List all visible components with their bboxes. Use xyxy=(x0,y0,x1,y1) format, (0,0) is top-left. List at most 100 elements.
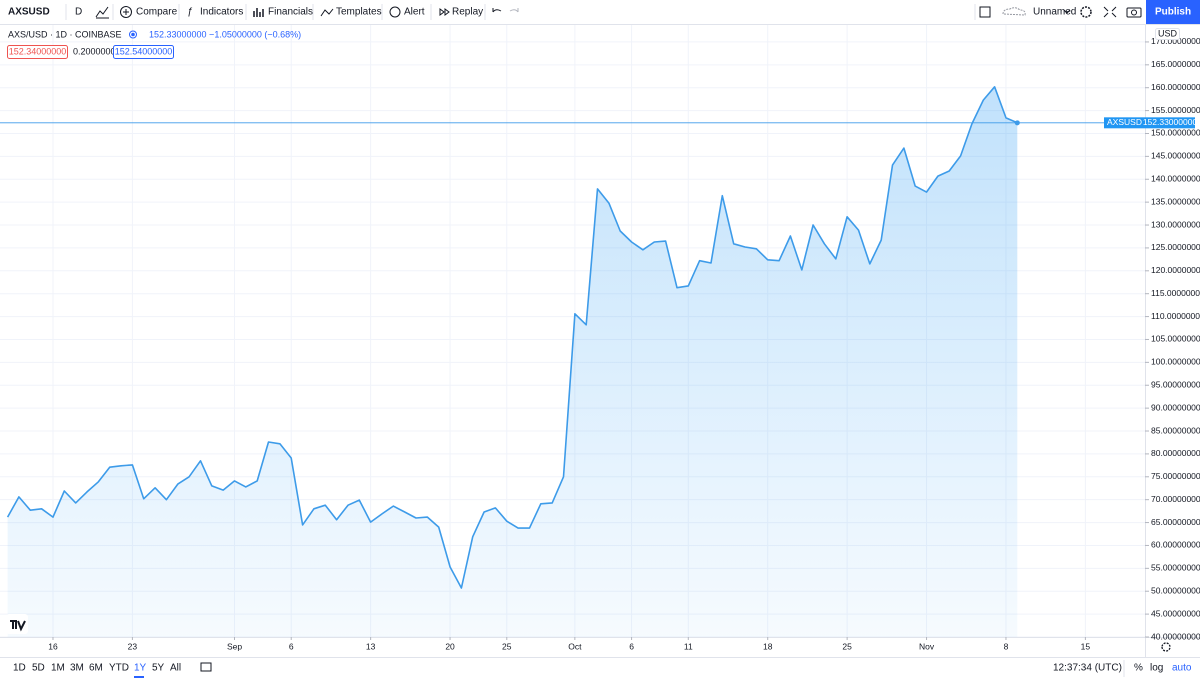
toolbar-button[interactable]: Templates xyxy=(336,7,382,18)
publish-label[interactable]: Publish xyxy=(1155,7,1191,18)
y-tick-label: 90.00000000 xyxy=(1151,402,1200,412)
bottom-bar: 12:37:34 (UTC) 1D 5D 1M 3M 6M YTD 1Y 5Y All% log a… xyxy=(13,660,1192,678)
y-tick-label: 170.00000000 xyxy=(1151,36,1200,46)
snapshot-lens xyxy=(1131,9,1137,16)
redo[interactable] xyxy=(509,8,519,13)
symbol-tag-label: AXSUSD xyxy=(1107,117,1142,127)
y-tick-label: 165.00000000 xyxy=(1151,59,1200,69)
select-icon[interactable] xyxy=(979,6,991,18)
cloud-icon xyxy=(1002,7,1026,16)
symbol-tag xyxy=(1104,117,1145,129)
scale-option[interactable]: auto xyxy=(1172,663,1192,674)
ask: 152.54000000 xyxy=(115,46,173,56)
x-tick-label: Nov xyxy=(919,641,935,651)
replay-icon[interactable] xyxy=(439,8,450,16)
range-button[interactable]: 3M xyxy=(70,663,84,674)
compare-icon[interactable] xyxy=(120,6,132,18)
range-button[interactable]: 1M xyxy=(51,663,65,674)
compare-icon-plus xyxy=(123,9,129,15)
x-tick-label: 20 xyxy=(445,641,455,651)
y-tick-label: 155.00000000 xyxy=(1151,105,1200,115)
range-button[interactable]: YTD xyxy=(109,663,129,674)
toolbar-button[interactable]: Indicators xyxy=(200,7,243,18)
y-tick-label: 55.00000000 xyxy=(1151,563,1200,573)
chart-style-icon[interactable] xyxy=(95,6,109,19)
y-tick-label: 85.00000000 xyxy=(1151,425,1200,435)
templates-icon[interactable] xyxy=(320,8,334,17)
x-tick-label: 23 xyxy=(128,641,138,651)
logo xyxy=(6,614,28,634)
y-tick-label: 150.00000000 xyxy=(1151,128,1200,138)
fullscreen-icon[interactable] xyxy=(1103,6,1117,18)
bid: 152.34000000 xyxy=(9,46,67,56)
interval[interactable]: D xyxy=(75,7,82,18)
date-range-icon[interactable] xyxy=(200,662,212,672)
clock: 12:37:34 (UTC) xyxy=(1053,663,1122,674)
y-tick-label: 75.00000000 xyxy=(1151,471,1200,481)
x-tick-label: 11 xyxy=(684,641,693,651)
legend-title: AXS/USD · 1D · COINBASE xyxy=(8,29,122,39)
layout-name[interactable]: Unnamed xyxy=(1033,7,1076,18)
y-tick-label: 95.00000000 xyxy=(1151,379,1200,389)
undo[interactable] xyxy=(492,8,502,13)
alert-icon[interactable] xyxy=(389,6,401,18)
range-button[interactable]: 6M xyxy=(89,663,103,674)
price-tag xyxy=(1145,117,1195,129)
y-tick-label: 125.00000000 xyxy=(1151,242,1200,252)
axis-settings[interactable] xyxy=(1161,642,1171,652)
toolbar-button[interactable]: Financials xyxy=(268,7,313,18)
y-tick-label: 120.00000000 xyxy=(1151,265,1200,275)
x-tick-label: 6 xyxy=(629,641,634,651)
y-tick-label: 130.00000000 xyxy=(1151,219,1200,229)
logo-mark xyxy=(10,620,26,632)
currency[interactable]: USD xyxy=(1158,28,1178,38)
indicators-icon[interactable]: ƒ xyxy=(187,7,193,18)
bid-box xyxy=(7,45,68,59)
y-tick-label: 140.00000000 xyxy=(1151,174,1200,184)
snapshot-icon[interactable] xyxy=(1126,7,1142,18)
y-tick-label: 160.00000000 xyxy=(1151,82,1200,92)
x-tick-label: 18 xyxy=(763,641,773,651)
price-line xyxy=(6,86,1018,589)
range-button[interactable]: 5D xyxy=(32,663,45,674)
scale-option[interactable]: log xyxy=(1150,663,1163,674)
toolbar-button[interactable]: Alert xyxy=(404,7,425,18)
legend: AXS/USD · 1D · COINBASE 152.33000000 −1.… xyxy=(7,29,301,59)
toolbar-bg xyxy=(0,0,1200,24)
x-tick-label: 25 xyxy=(502,641,512,651)
legend-dot-inner xyxy=(131,32,135,37)
x-tick-label: 13 xyxy=(366,641,376,651)
range-button[interactable]: 1D xyxy=(13,663,26,674)
range-button[interactable]: 5Y xyxy=(152,663,165,674)
toolbar: AXSUSD D ƒ Compare Indicators Financials Te… xyxy=(0,0,1200,25)
y-tick-label: 80.00000000 xyxy=(1151,448,1200,458)
scale-option[interactable]: % xyxy=(1134,663,1143,674)
x-tick-label: 16 xyxy=(48,641,58,651)
currency-box[interactable] xyxy=(1155,28,1180,40)
area-fill xyxy=(7,86,1018,638)
y-tick-label: 100.00000000 xyxy=(1151,357,1200,367)
range-button[interactable]: All xyxy=(170,663,181,674)
toolbar-button[interactable]: Replay xyxy=(452,7,483,18)
y-tick-label: 135.00000000 xyxy=(1151,196,1200,206)
x-tick-label: Sep xyxy=(227,641,242,651)
x-tick-label: 8 xyxy=(1004,641,1009,651)
y-tick-label: 50.00000000 xyxy=(1151,585,1200,595)
x-tick-label: 15 xyxy=(1081,641,1091,651)
settings-icon[interactable] xyxy=(1080,6,1092,18)
y-tick-label: 145.00000000 xyxy=(1151,151,1200,161)
x-tick-label: 6 xyxy=(289,641,294,651)
layout-dropdown[interactable] xyxy=(1063,9,1071,14)
y-tick-label: 65.00000000 xyxy=(1151,517,1200,527)
financials-icon[interactable] xyxy=(253,8,264,17)
y-tick-label: 45.00000000 xyxy=(1151,608,1200,618)
range-button[interactable]: 1Y xyxy=(134,663,147,674)
publish-button[interactable] xyxy=(1146,0,1200,24)
price-tag-label: 152.33000000 xyxy=(1143,117,1198,127)
y-tick-label: 40.00000000 xyxy=(1151,631,1200,641)
symbol[interactable]: AXSUSD xyxy=(8,7,50,18)
last-point xyxy=(1014,120,1020,126)
toolbar-button[interactable]: Compare xyxy=(136,7,178,18)
